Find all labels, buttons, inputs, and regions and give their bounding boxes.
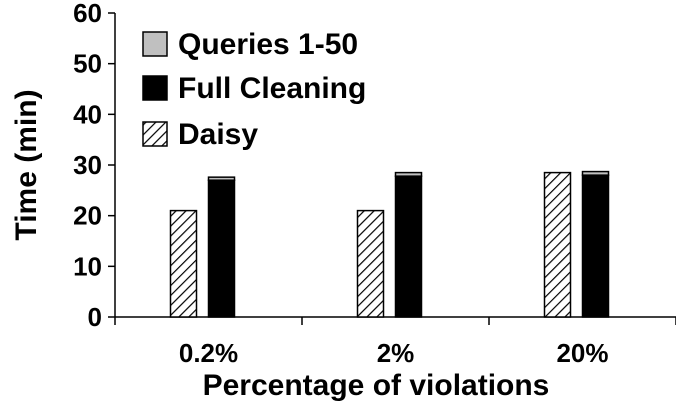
bar-daisy — [169, 209, 198, 318]
legend-item-queries: Queries 1-50 — [142, 28, 358, 61]
y-tick-label: 50 — [73, 49, 102, 79]
y-axis-title: Time (min) — [10, 89, 43, 240]
x-tick-label: 0.2% — [179, 338, 238, 368]
legend: Queries 1-50 Full Cleaning Daisy — [142, 28, 366, 151]
legend-label-queries: Queries 1-50 — [178, 28, 358, 61]
bar-queries-1-50 — [394, 171, 423, 177]
x-tick-label: 20% — [556, 338, 608, 368]
legend-swatch-full-cleaning — [142, 75, 168, 101]
bar-daisy — [356, 209, 385, 318]
y-tick-label: 10 — [73, 251, 102, 281]
y-tick-label: 60 — [73, 0, 102, 28]
x-tick-label: 2% — [377, 338, 415, 368]
legend-swatch-queries — [142, 31, 168, 57]
legend-item-daisy: Daisy — [142, 118, 258, 151]
y-tick-label: 20 — [73, 201, 102, 231]
bar-full-cleaning — [581, 174, 610, 318]
y-ticks: 0 10 20 30 40 50 60 — [73, 0, 115, 332]
bar-queries-1-50 — [581, 170, 610, 176]
bar-daisy — [543, 171, 572, 318]
bar-queries-1-50 — [207, 176, 236, 181]
legend-label-full-cleaning: Full Cleaning — [178, 72, 366, 105]
y-tick-label: 30 — [73, 150, 102, 180]
legend-item-full-cleaning: Full Cleaning — [142, 72, 366, 105]
legend-label-daisy: Daisy — [178, 118, 258, 151]
bars — [169, 170, 610, 318]
y-tick-label: 0 — [88, 302, 102, 332]
bar-full-cleaning — [207, 179, 236, 318]
legend-swatch-daisy — [142, 121, 168, 147]
y-tick-label: 40 — [73, 99, 102, 129]
x-axis-title: Percentage of violations — [203, 369, 550, 402]
bar-full-cleaning — [394, 175, 423, 318]
x-ticks: 0.2% 2% 20% — [114, 317, 676, 368]
